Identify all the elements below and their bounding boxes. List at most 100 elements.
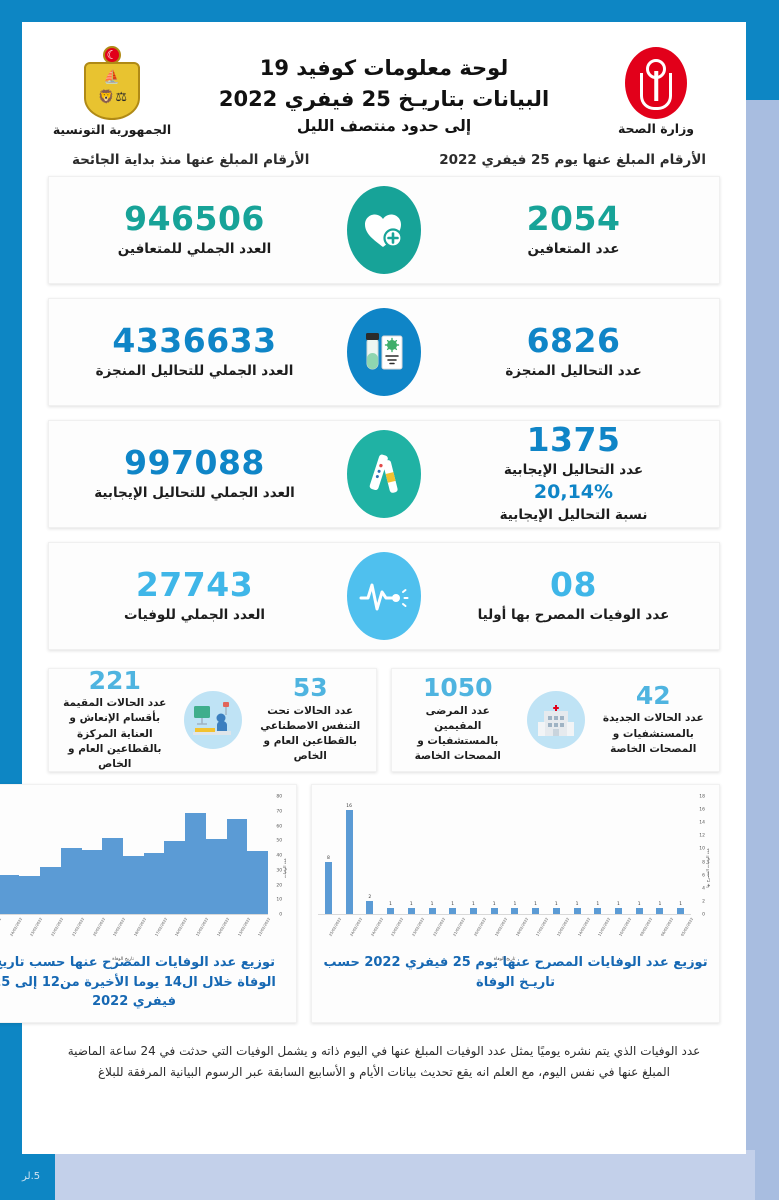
bar xyxy=(324,862,332,914)
tests-daily-label: عدد التحاليل المنجزة xyxy=(505,362,642,379)
recovered-icon-slot xyxy=(330,186,438,274)
icu-icon-slot xyxy=(175,691,251,749)
bar-column xyxy=(143,797,165,914)
bar-value-label: 2 xyxy=(368,895,372,900)
y-tick: 0 xyxy=(279,912,283,918)
bar-column: 1 xyxy=(670,797,691,914)
chart0-y-axis-title: عدد الوفيات xyxy=(282,857,288,879)
stat-card-recovered: 2054 عدد المتعافين 946506 العدد الجملي ل… xyxy=(48,176,720,284)
column-header-daily: الأرقام المبلغ عنها يوم 25 فيفري 2022 xyxy=(439,152,706,168)
new-cases-block: 42 عدد الحالات الجديدة بالمستشفيات و الم… xyxy=(594,681,714,757)
bar-value-label: 1 xyxy=(637,901,641,907)
bar-column xyxy=(226,797,248,914)
chart1-y-ticks: 0 2 4 6 8 10 12 14 16 18 xyxy=(691,794,705,918)
stat-cards: 2054 عدد المتعافين 946506 العدد الجملي ل… xyxy=(22,176,746,650)
bar-column: 1 xyxy=(422,797,443,914)
bar-value-label: 1 xyxy=(513,901,517,907)
y-tick: 18 xyxy=(699,794,705,800)
ministry-of-health-logo-icon xyxy=(625,46,687,119)
new-cases-value: 42 xyxy=(635,681,671,711)
bar-value-label: 8 xyxy=(326,856,330,861)
y-tick: 10 xyxy=(276,897,283,903)
bar xyxy=(123,855,144,914)
chart0-bars xyxy=(0,797,269,915)
tests-daily: 6826 عدد التحاليل المنجزة xyxy=(438,323,709,380)
heartbeat-pulse-icon xyxy=(347,552,421,640)
bar-column xyxy=(185,797,206,914)
y-tick: 10 xyxy=(699,846,705,852)
bar-column: 1 xyxy=(546,797,567,914)
recovered-daily-label: عدد المتعافين xyxy=(527,240,620,257)
bar-column: 2 xyxy=(360,797,381,914)
bar-value-label: 16 xyxy=(346,804,353,809)
bar xyxy=(19,875,41,914)
page-title: لوحة معلومات كوفيد 19 البيانات بتاريـخ 2… xyxy=(176,47,592,135)
chart1-bars: 1 1 1 1 1 1 1 1 1 1 1 1 1 1 1 2 16 8 xyxy=(318,797,691,915)
hospitalized-block: 1050 عدد المرضى المقيمين بالمستشفيات و ا… xyxy=(398,675,518,764)
stat-card-deaths: 08 عدد الوفيات المصرح بها أوليا 27743 ال… xyxy=(48,542,720,650)
positive-rate-value: 20,14% xyxy=(533,481,614,504)
ministry-of-health-block: وزارة الصحة xyxy=(592,46,720,136)
deaths-icon-slot xyxy=(330,552,438,640)
bar xyxy=(469,907,477,914)
bar xyxy=(407,907,415,914)
positive-cumulative-value: 997088 xyxy=(124,442,265,482)
panel-icu-ventilation: 53 عدد الحالات تحت التنفس الاصطناعي بالق… xyxy=(48,665,377,772)
deaths-cumulative: 27743 العدد الجملي للوفيات xyxy=(59,564,330,624)
chart-card-deaths-by-death-date: عدد الوفيات المصرح بها 0 2 4 6 8 10 12 14 16 18 1… xyxy=(311,784,720,1023)
swab-test-icon xyxy=(347,430,421,518)
deaths-daily-value: 08 xyxy=(550,564,597,604)
recovered-daily: 2054 عدد المتعافين xyxy=(438,201,709,258)
icu-value: 221 xyxy=(88,665,141,695)
title-line-3: إلى حدود منتصف الليل xyxy=(296,116,472,135)
hospital-panels: 42 عدد الحالات الجديدة بالمستشفيات و الم… xyxy=(22,664,746,772)
bottom-decorative-band xyxy=(55,1150,755,1200)
y-tick: 12 xyxy=(699,833,705,839)
recovered-cumulative: 946506 العدد الجملي للمتعافين xyxy=(59,201,330,258)
bar xyxy=(247,851,269,914)
y-tick: 14 xyxy=(699,820,705,826)
y-tick: 30 xyxy=(276,868,283,874)
chart1-x-labels: 05/02/2022 06/02/2022 09/02/2022 10/02/2022… xyxy=(318,915,694,943)
new-cases-label: عدد الحالات الجديدة بالمستشفيات و المصحا… xyxy=(602,712,704,755)
content-sheet: وزارة الصحة لوحة معلومات كوفيد 19 البيان… xyxy=(0,22,746,1154)
ministry-of-health-label: وزارة الصحة xyxy=(617,120,695,136)
deaths-cumulative-value: 27743 xyxy=(135,564,254,604)
bar xyxy=(428,907,436,914)
y-tick: 20 xyxy=(276,883,283,888)
stat-card-tests-performed: 6826 عدد التحاليل المنجزة xyxy=(48,298,720,406)
positive-rate-label: نسبة التحاليل الإيجابية xyxy=(499,507,648,524)
republic-label: الجمهورية التونسية xyxy=(52,121,172,137)
hospitalized-value: 1050 xyxy=(422,673,493,703)
bar xyxy=(205,839,227,914)
bar-column: 1 xyxy=(629,797,650,914)
bar xyxy=(573,907,581,914)
bar xyxy=(614,907,622,914)
bar-column: 1 xyxy=(401,797,422,914)
title-line-2: البيانات بتاريـخ 25 فيفري 2022 xyxy=(218,86,550,111)
tunisia-emblem-icon: ⛵ 🦁 ⚖ xyxy=(81,45,143,120)
bar xyxy=(490,907,498,914)
y-tick: 60 xyxy=(276,824,283,829)
bar xyxy=(164,840,186,914)
bar-column xyxy=(102,797,124,914)
bar xyxy=(345,810,353,914)
bar-column: 1 xyxy=(505,797,526,914)
bar xyxy=(102,837,124,914)
bar-column xyxy=(247,797,269,914)
bar xyxy=(532,907,540,914)
bar-column xyxy=(123,797,144,914)
column-headers: الأرقام المبلغ عنها يوم 25 فيفري 2022 ال… xyxy=(22,152,746,168)
icu-block: 221 عدد الحالات المقيمة بأقسام الإنعاش و… xyxy=(55,665,175,772)
panel-hospital-admissions: 42 عدد الحالات الجديدة بالمستشفيات و الم… xyxy=(391,668,720,772)
y-tick: 6 xyxy=(702,873,705,879)
hospital-icon-slot xyxy=(518,691,594,749)
bar-value-label: 1 xyxy=(617,901,620,907)
bar xyxy=(387,907,395,914)
bar-value-label: 1 xyxy=(596,901,600,907)
bar-value-label: 1 xyxy=(575,901,579,907)
bar xyxy=(366,901,374,914)
bar xyxy=(226,818,248,914)
y-tick: 2 xyxy=(702,899,705,905)
column-header-cumulative: الأرقام المبلغ عنها منذ بداية الجائحة xyxy=(72,152,310,168)
